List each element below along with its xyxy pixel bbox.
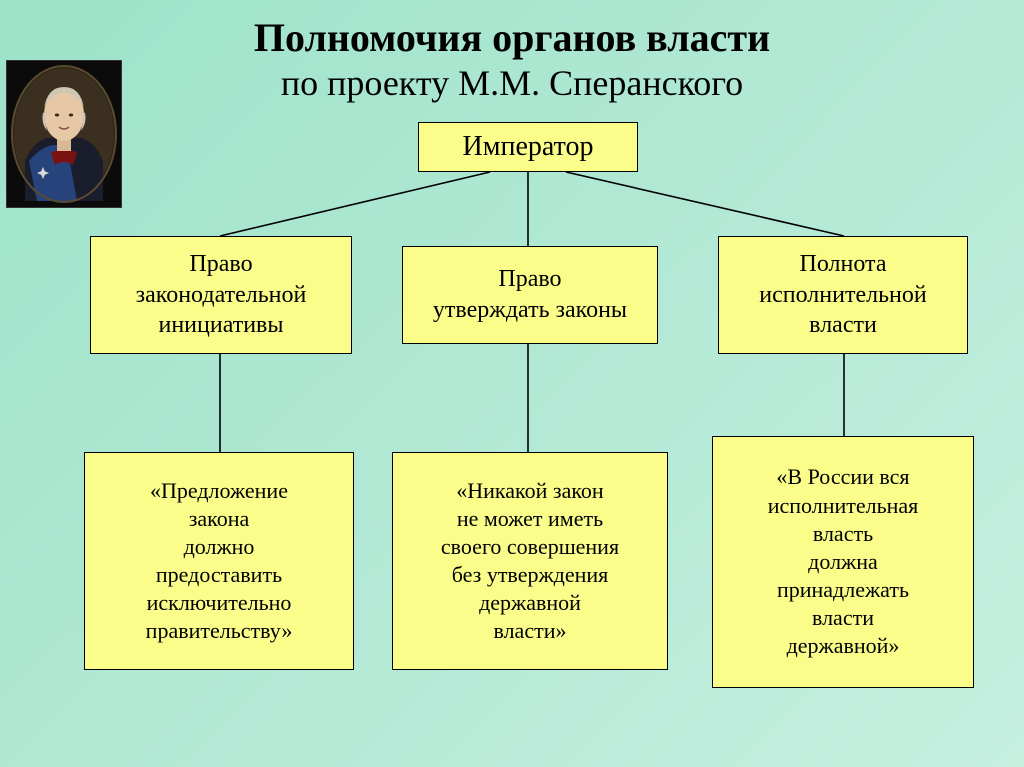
portrait-image (6, 60, 122, 208)
slide-title: Полномочия органов власти по проекту М.М… (0, 16, 1024, 105)
node-quote_center-label: «Никакой закон не может иметь своего сов… (441, 477, 619, 646)
node-mid_center-label: Право утверждать законы (433, 264, 627, 325)
node-mid_right-label: Полнота исполнительной власти (759, 249, 926, 341)
slide-root: Полномочия органов власти по проекту М.М… (0, 0, 1024, 767)
node-mid_left-label: Право законодательной инициативы (136, 249, 307, 341)
node-quote_left: «Предложение закона должно предоставить … (84, 452, 354, 670)
title-line-1: Полномочия органов власти (0, 16, 1024, 60)
node-mid_center: Право утверждать законы (402, 246, 658, 344)
node-mid_left: Право законодательной инициативы (90, 236, 352, 354)
node-quote_right: «В России вся исполнительная власть долж… (712, 436, 974, 688)
node-quote_center: «Никакой закон не может иметь своего сов… (392, 452, 668, 670)
node-quote_right-label: «В России вся исполнительная власть долж… (768, 463, 919, 660)
edge-2 (566, 172, 844, 236)
node-emperor-label: Император (463, 129, 594, 165)
title-line-2: по проекту М.М. Сперанского (0, 62, 1024, 105)
edge-0 (220, 172, 490, 236)
node-emperor: Император (418, 122, 638, 172)
node-quote_left-label: «Предложение закона должно предоставить … (146, 477, 293, 646)
node-mid_right: Полнота исполнительной власти (718, 236, 968, 354)
